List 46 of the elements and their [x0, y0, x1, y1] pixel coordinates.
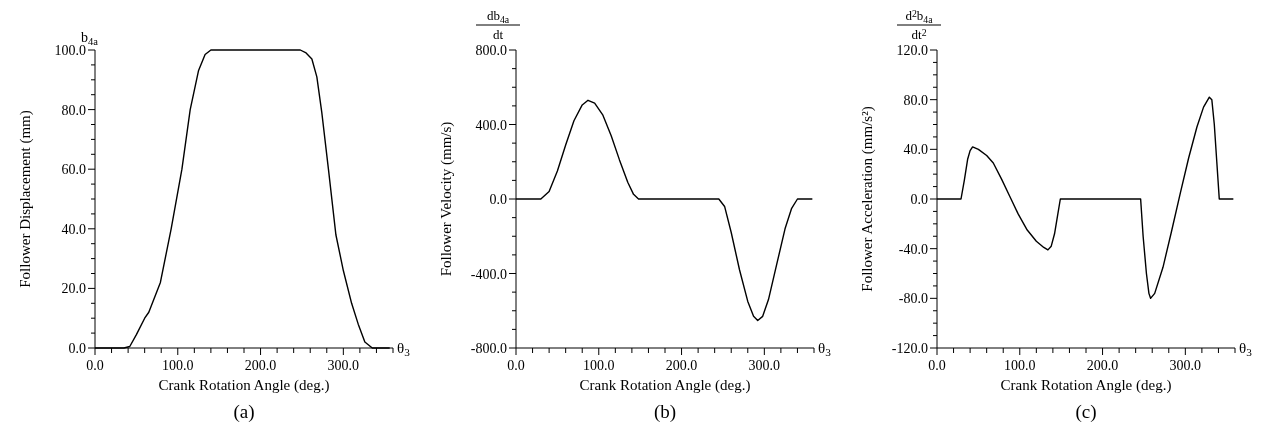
y-tick-label: 40.0	[903, 142, 928, 158]
x-tick-label: 300.0	[748, 358, 781, 373]
y-tick-label: -80.0	[898, 291, 928, 307]
y-tick-label: 0.0	[910, 192, 928, 207]
y-tick-label: 60.0	[61, 162, 86, 178]
x-tick-label: 200.0	[1086, 358, 1119, 373]
y-axis-title: Follower Acceleration (mm/s²)	[859, 106, 876, 292]
text: dt	[492, 27, 504, 42]
y-tick-label: 40.0	[61, 221, 86, 237]
text: θ$_{3}$	[818, 340, 832, 358]
y-tick-label: 120.0	[896, 43, 928, 58]
x-tick-label: 100.0	[1004, 358, 1036, 373]
text: dt$^{2}$	[911, 26, 927, 42]
x-tick-label: 100.0	[162, 358, 194, 373]
x-tick-label: 200.0	[244, 358, 277, 373]
x-tick-label: 300.0	[1169, 358, 1202, 373]
x-axis-title: Crank Rotation Angle (deg.)	[158, 377, 330, 394]
y-tick-label: 800.0	[475, 43, 507, 58]
y-tick-label: 80.0	[903, 92, 928, 108]
text: θ$_{3}$	[1239, 340, 1253, 358]
x-tick-label: 0.0	[507, 358, 525, 373]
y-axis-title: Follower Displacement (mm)	[17, 110, 34, 288]
text: d$^{2}$b$_{4a}$	[905, 7, 934, 25]
y-tick-label: 0.0	[489, 192, 507, 207]
x-tick-label: 0.0	[86, 358, 104, 373]
text: db$_{4a}$	[486, 8, 510, 25]
x-axis-title: Crank Rotation Angle (deg.)	[579, 377, 751, 394]
text: (a)	[233, 401, 255, 423]
x-tick-label: 200.0	[665, 358, 698, 373]
text: (c)	[1075, 401, 1097, 423]
text: (b)	[653, 401, 677, 423]
y-tick-label: -800.0	[470, 341, 507, 356]
y-tick-label: 400.0	[475, 117, 507, 133]
y-tick-label: -40.0	[898, 241, 928, 257]
x-tick-label: 300.0	[327, 358, 360, 373]
y-tick-label: 20.0	[61, 281, 86, 297]
y-tick-label: 0.0	[68, 341, 86, 356]
x-axis-title: Crank Rotation Angle (deg.)	[1000, 377, 1172, 394]
x-tick-label: 100.0	[583, 358, 615, 373]
y-tick-label: -400.0	[470, 266, 507, 282]
y-tick-label: 100.0	[54, 43, 86, 58]
x-tick-label: 0.0	[928, 358, 946, 373]
y-tick-label: -120.0	[891, 341, 928, 356]
y-tick-label: 80.0	[61, 102, 86, 118]
text: θ$_{3}$	[397, 340, 411, 358]
y-axis-title: Follower Velocity (mm/s)	[438, 121, 455, 277]
